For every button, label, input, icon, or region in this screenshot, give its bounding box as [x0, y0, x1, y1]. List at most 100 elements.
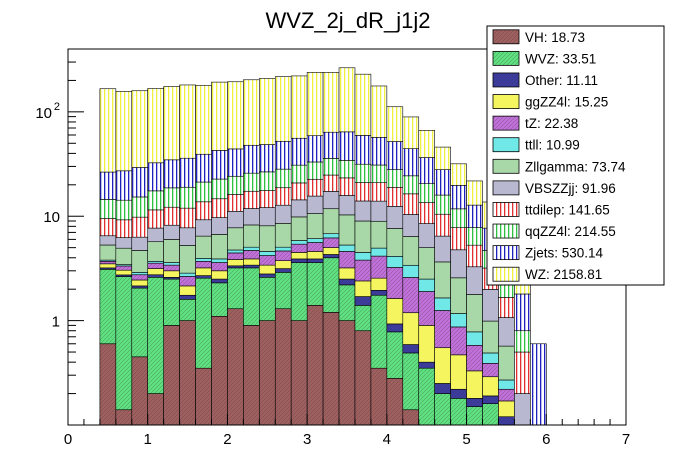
legend-swatch — [492, 202, 520, 217]
bar-zllgamma — [386, 228, 404, 257]
bar-zllgamma — [274, 223, 292, 248]
legend-label: Zjets: 530.14 — [525, 246, 604, 261]
bar-wvz — [434, 393, 451, 426]
bar-other — [434, 383, 451, 394]
bar-tz — [322, 237, 340, 248]
bar-ttll — [290, 240, 308, 245]
bar-other — [338, 278, 356, 286]
bar-ttdilep — [99, 218, 117, 237]
bar-wvz — [211, 282, 228, 317]
bar-zllgamma — [243, 224, 260, 248]
bar-zjets — [450, 185, 467, 210]
bar-vbszzjj — [163, 224, 180, 240]
bar-ggzz4l — [338, 267, 356, 280]
bar-vh — [259, 320, 276, 426]
legend-label: ggZZ4l: 15.25 — [525, 95, 608, 110]
bar-tz — [163, 264, 180, 272]
bar-vbszzjj — [99, 235, 117, 246]
bar-wvz — [370, 294, 388, 369]
bar-ttdilep — [370, 182, 388, 202]
bar-other — [195, 275, 212, 279]
legend-item: WVZ: 33.51 — [492, 50, 596, 66]
x-tick-label: 0 — [64, 431, 72, 448]
bar-other — [211, 278, 228, 284]
bar-ttdilep — [338, 177, 356, 196]
bar-ggzz4l — [434, 347, 451, 384]
bar-ttll — [482, 352, 499, 364]
bar-ttll — [418, 278, 435, 292]
bar-zllgamma — [195, 235, 212, 259]
bar-ttdilep — [322, 174, 340, 192]
bar-wvz — [195, 277, 212, 369]
bar-wz — [259, 78, 276, 145]
bar-qqzz4l — [211, 178, 228, 200]
bar-wvz — [418, 367, 435, 426]
bar-tz — [450, 326, 467, 356]
bar-zllgamma — [338, 214, 356, 246]
bar-qqzz4l — [227, 175, 244, 195]
bar-zjets — [402, 148, 420, 177]
bar-wvz — [115, 276, 133, 411]
bar-wvz — [243, 267, 260, 326]
bar-zllgamma — [259, 225, 276, 252]
bar-wvz — [402, 352, 420, 411]
bar-wvz — [179, 299, 196, 321]
legend-label: ttdilep: 141.65 — [525, 202, 610, 217]
bar-ggzz4l — [482, 376, 499, 397]
bar-wz — [402, 116, 420, 149]
bar-ggzz4l — [115, 269, 133, 276]
bar-vh — [227, 308, 244, 426]
bar-other — [306, 258, 324, 263]
bar-other — [179, 294, 196, 300]
bar-wvz — [338, 284, 356, 321]
bar-vbszzjj — [322, 191, 340, 210]
bar-wvz — [450, 398, 467, 426]
legend-swatch — [492, 29, 520, 45]
bar-wz — [179, 84, 196, 159]
legend-swatch — [492, 245, 520, 261]
legend-label: WZ: 2158.81 — [525, 267, 602, 282]
bar-ggzz4l — [131, 279, 149, 287]
bar-tz — [227, 252, 244, 260]
legend-item: Zllgamma: 73.74 — [492, 158, 626, 174]
bar-other — [131, 285, 149, 289]
bar-wz — [434, 146, 451, 170]
bar-other — [259, 273, 276, 278]
bar-zjets — [211, 150, 228, 180]
bar-ggzz4l — [179, 285, 196, 296]
bar-ggzz4l — [163, 270, 180, 278]
bar-ggzz4l — [322, 247, 340, 255]
bar-other — [243, 264, 260, 269]
bar-zjets — [227, 148, 244, 177]
bar-vh — [354, 330, 372, 426]
bar-qqzz4l — [418, 183, 435, 203]
bar-vh — [115, 409, 133, 426]
bar-zllgamma — [115, 247, 133, 265]
legend-label: WVZ: 33.51 — [525, 51, 596, 66]
bar-ttll — [354, 252, 372, 261]
bar-vbszzjj — [306, 195, 324, 214]
bar-vbszzjj — [498, 317, 515, 347]
bar-vh — [274, 308, 292, 426]
bar-ttdilep — [402, 193, 420, 215]
bar-zjets — [147, 162, 164, 192]
bar-ttll — [243, 246, 260, 251]
bar-ggzz4l — [243, 258, 260, 266]
bar-wvz — [274, 272, 292, 310]
bar-qqzz4l — [450, 208, 467, 228]
bar-qqzz4l — [386, 169, 404, 188]
bar-vbszzjj — [147, 227, 164, 243]
bar-qqzz4l — [370, 164, 388, 184]
bar-ttdilep — [514, 351, 531, 394]
bar-tz — [306, 242, 324, 252]
bar-wz — [354, 73, 372, 136]
bar-other — [322, 254, 340, 259]
bar-ttll — [322, 233, 340, 239]
bar-zjets — [434, 169, 451, 196]
bar-vbszzjj — [179, 227, 196, 246]
bar-ttll — [195, 258, 212, 262]
legend-item: tZ: 22.38 — [492, 115, 578, 131]
bar-zllgamma — [99, 244, 117, 261]
bar-vh — [131, 356, 149, 426]
bar-other — [466, 398, 483, 407]
